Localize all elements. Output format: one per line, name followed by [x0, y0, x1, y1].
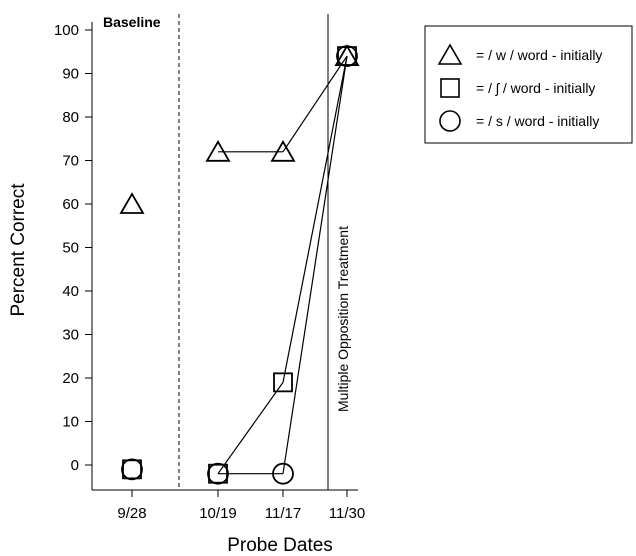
- legend-label-w: = / w / word - initially: [476, 47, 602, 63]
- triangle-point: [205, 140, 231, 162]
- circle-point: [272, 462, 294, 485]
- baseline-label: Baseline: [103, 14, 161, 30]
- axes: 0 10 20 30 40 50 60 70 80 90 100 9/28 10/19 11/17 11/3…: [54, 22, 365, 522]
- circle-point: [336, 45, 358, 67]
- phase-lines: [178, 14, 329, 490]
- circle-point: [207, 462, 229, 485]
- x-tick-label: 10/19: [199, 505, 237, 522]
- y-tick-label: 10: [62, 414, 79, 431]
- treatment-label: Multiple Opposition Treatment: [335, 226, 351, 412]
- legend-label-s: = / s / word - initially: [476, 113, 599, 129]
- legend-marker-triangle: [437, 43, 463, 65]
- y-tick-label: 60: [62, 196, 79, 213]
- series-segment: [282, 55, 348, 383]
- series-segment: [282, 55, 348, 153]
- y-tick-label: 50: [62, 240, 79, 257]
- x-tick-label: 9/28: [117, 505, 146, 522]
- x-axis-title: Probe Dates: [227, 535, 333, 556]
- y-tick-label: 90: [62, 66, 79, 83]
- square-point: [273, 372, 293, 393]
- legend: = / w / word - initially = / ʃ / word - …: [424, 25, 633, 144]
- square-point: [122, 459, 142, 480]
- series-segment: [282, 56, 348, 474]
- triangle-point: [270, 140, 296, 162]
- square-point: [208, 463, 228, 484]
- y-tick-label: 0: [71, 457, 79, 474]
- circle-point: [121, 458, 143, 481]
- triangle-point: [119, 192, 145, 214]
- markers: [119, 44, 360, 485]
- legend-marker-circle: [439, 110, 461, 132]
- x-tick-label: 11/17: [265, 505, 301, 522]
- y-axis-title: Percent Correct: [8, 183, 29, 317]
- y-tick-label: 40: [62, 283, 79, 300]
- legend-label-sh: = / ʃ / word - initially: [476, 80, 595, 96]
- legend-marker-square: [440, 78, 460, 98]
- x-tick-label: 11/30: [329, 505, 365, 522]
- series-segment: [217, 382, 284, 475]
- y-tick-label: 30: [62, 327, 79, 344]
- y-tick-label: 70: [62, 153, 79, 170]
- y-tick-label: 100: [54, 22, 79, 39]
- y-tick-label: 80: [62, 109, 79, 126]
- y-tick-label: 20: [62, 370, 79, 387]
- square-point: [337, 46, 357, 66]
